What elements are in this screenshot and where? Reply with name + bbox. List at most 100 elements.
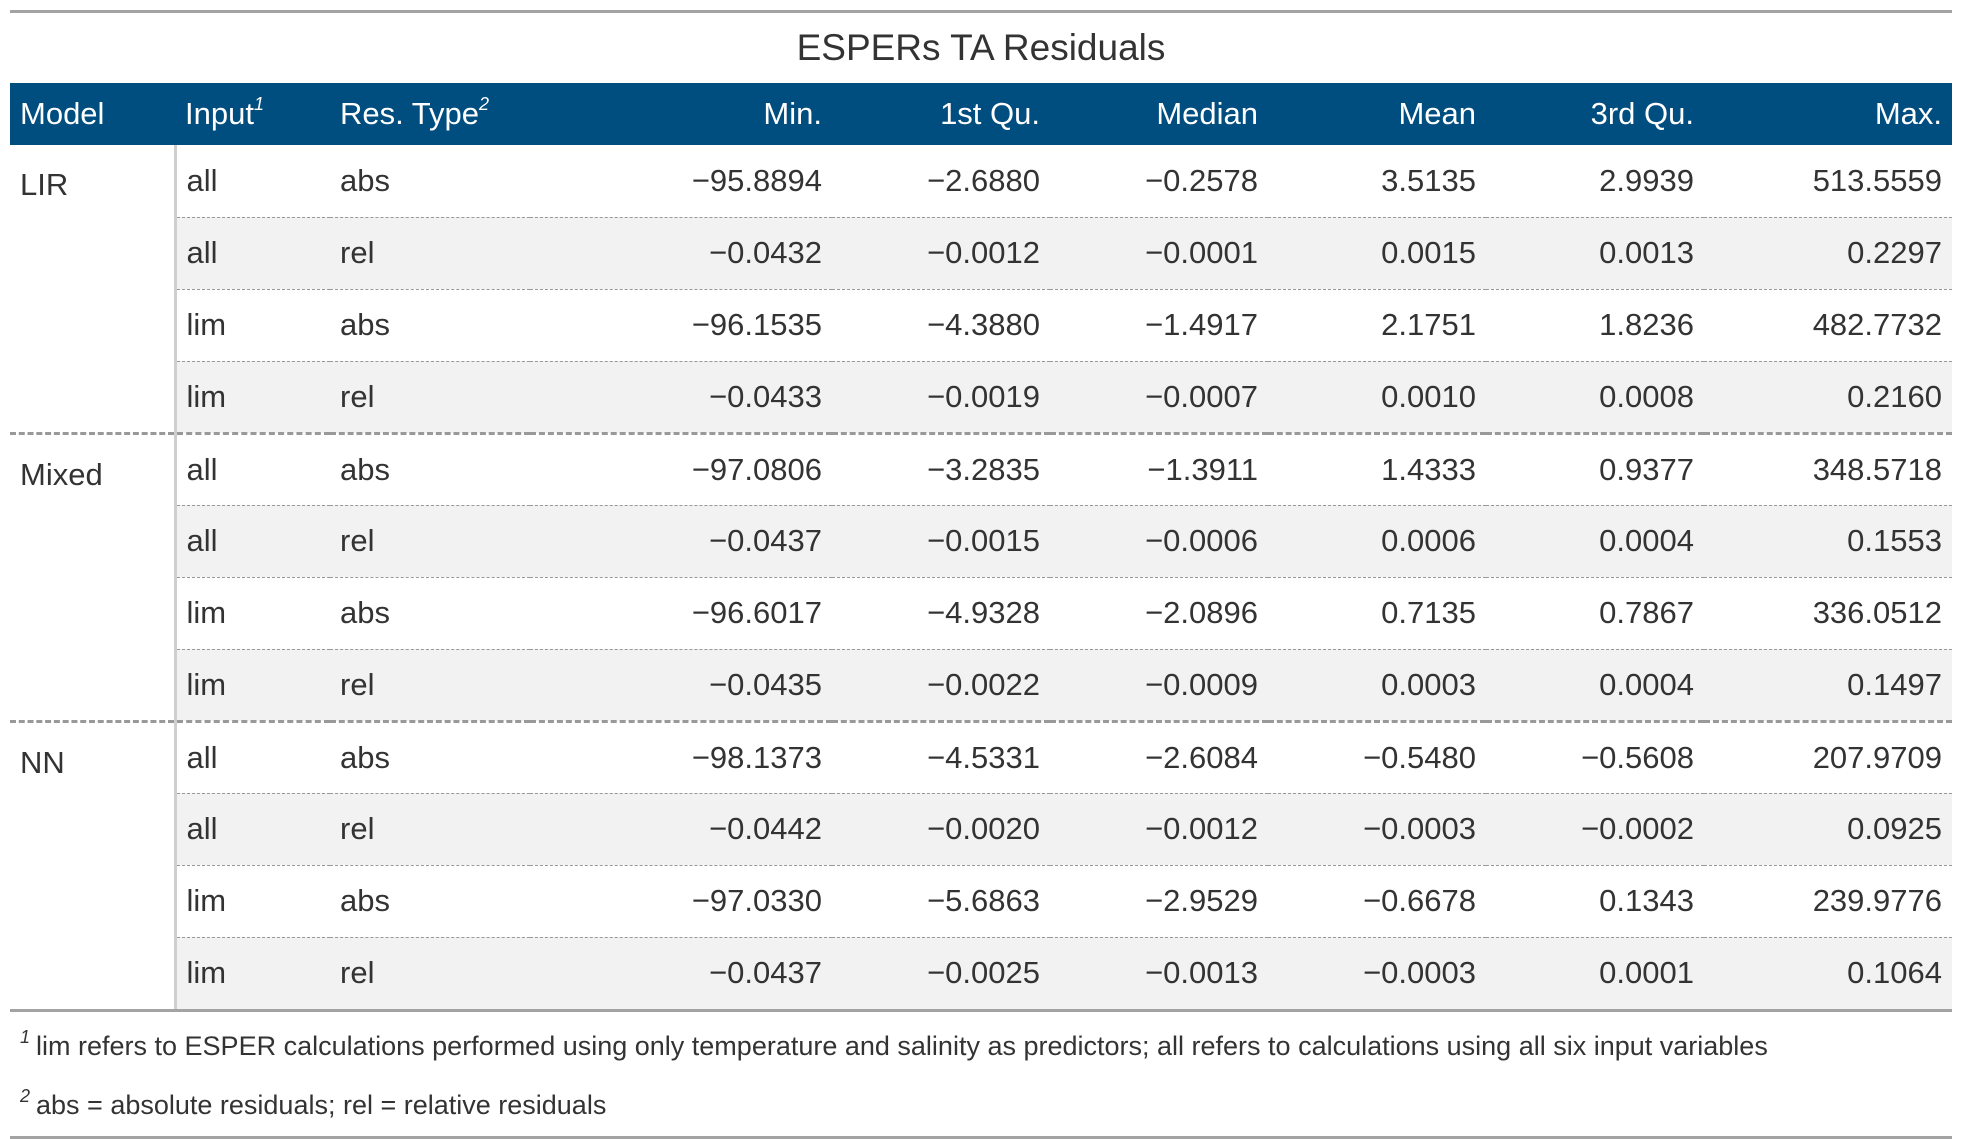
table-row: all rel −0.0432 −0.0012 −0.0001 0.0015 0.0013 0… [10, 216, 1952, 289]
footnote-mark-2: 2 [479, 94, 490, 114]
header-min: Min. [763, 96, 822, 131]
table-row: lim rel −0.0437 −0.0025 −0.0013 −0.0003 0.0001… [10, 936, 1952, 1009]
cell-median: −2.6084 [1050, 719, 1268, 793]
cell-min: −95.8894 [691, 162, 822, 198]
cell-q1: −0.0025 [832, 936, 1050, 1009]
cell-max: 0.0925 [1704, 792, 1952, 865]
footnotes: 1 lim refers to ESPER calculations perfor… [10, 1012, 1952, 1130]
table-header: Model Input1 Res. Type2 Min. 1st Qu. Med… [10, 83, 1952, 145]
cell-mean: −0.6678 [1268, 864, 1486, 937]
cell-q3: 0.7867 [1486, 576, 1704, 649]
table-row: LIR all abs −95.8894 −2.6880 −0.2578 3.5135 2.9… [10, 145, 1952, 433]
cell-min: −0.0432 [530, 216, 832, 289]
cell-input: lim [175, 576, 330, 649]
cell-input: all [175, 719, 330, 793]
cell-median: −0.0009 [1050, 648, 1268, 721]
model-group-label: LIR [10, 145, 177, 433]
cell-min: −0.0437 [530, 504, 832, 577]
header-q1: 1st Qu. [940, 96, 1040, 131]
cell-mean: 0.0010 [1268, 360, 1486, 433]
cell-min: −98.1373 [530, 719, 832, 793]
cell-input: lim [175, 864, 330, 937]
cell-q3: 0.0013 [1486, 216, 1704, 289]
cell-q3: 0.0001 [1486, 936, 1704, 1009]
cell-max: 0.1553 [1704, 504, 1952, 577]
cell-q3: −0.5608 [1486, 719, 1704, 793]
cell-min: −97.0806 [530, 431, 832, 505]
cell-q1: −4.3880 [832, 288, 1050, 361]
table-row: lim rel −0.0433 −0.0019 −0.0007 0.0010 0.0008 0… [10, 360, 1952, 433]
cell-min: −96.1535 [530, 288, 832, 361]
table-title: ESPERs TA Residuals [796, 27, 1166, 68]
cell-input: all [175, 504, 330, 577]
header-q3: 3rd Qu. [1590, 96, 1694, 131]
residuals-table: Model Input1 Res. Type2 Min. 1st Qu. Med… [10, 83, 1952, 1009]
cell-q1: −0.0020 [832, 792, 1050, 865]
cell-min: −0.0442 [530, 792, 832, 865]
table-body: LIR all abs −95.8894 −2.6880 −0.2578 3.5135 2.9… [10, 145, 1952, 1009]
top-rule [10, 10, 1952, 13]
table-row: lim rel −0.0435 −0.0022 −0.0009 0.0003 0.0004 0… [10, 648, 1952, 721]
cell-input: lim [175, 648, 330, 721]
cell-q3: −0.0002 [1486, 792, 1704, 865]
cell-q1: −0.0019 [832, 360, 1050, 433]
cell-median: −0.0001 [1050, 216, 1268, 289]
cell-input: lim [175, 936, 330, 1009]
cell-input: all [175, 792, 330, 865]
cell-q3: 0.9377 [1486, 431, 1704, 505]
cell-input: all [186, 162, 218, 198]
cell-res-type: rel [330, 936, 530, 1009]
footnote-2: 2 abs = absolute residuals; rel = relativ… [10, 1071, 1952, 1130]
footnote-rule [10, 1009, 1952, 1012]
cell-median: −0.2578 [1145, 162, 1258, 198]
cell-max: 207.9709 [1704, 719, 1952, 793]
cell-median: −0.0013 [1050, 936, 1268, 1009]
cell-res-type: rel [330, 360, 530, 433]
cell-q1: −2.6880 [927, 162, 1040, 198]
residuals-table-container: ESPERs TA Residuals Model Input1 Res. Ty… [10, 10, 1952, 1139]
model-group-label: NN [10, 719, 177, 1009]
cell-mean: 1.4333 [1268, 431, 1486, 505]
cell-mean: 0.0003 [1268, 648, 1486, 721]
cell-min: −97.0330 [530, 864, 832, 937]
cell-res-type: abs [340, 162, 390, 198]
cell-res-type: rel [330, 648, 530, 721]
header-mean: Mean [1398, 96, 1476, 131]
cell-max: 0.2160 [1704, 360, 1952, 433]
cell-input: all [175, 216, 330, 289]
cell-input: lim [175, 360, 330, 433]
footnote-text: abs = absolute residuals; rel = relative… [36, 1090, 607, 1120]
cell-median: −1.3911 [1050, 431, 1268, 505]
cell-max: 239.9776 [1704, 864, 1952, 937]
cell-input: lim [175, 288, 330, 361]
cell-mean: −0.5480 [1268, 719, 1486, 793]
cell-q1: −0.0015 [832, 504, 1050, 577]
cell-mean: −0.0003 [1268, 792, 1486, 865]
cell-res-type: abs [330, 719, 530, 793]
footnote-mark-1: 1 [253, 94, 264, 114]
cell-q3: 2.9939 [1599, 162, 1694, 198]
header-median: Median [1156, 96, 1258, 131]
header-input: Input1 [185, 94, 264, 131]
cell-q3: 1.8236 [1486, 288, 1704, 361]
cell-res-type: abs [330, 431, 530, 505]
cell-min: −96.6017 [530, 576, 832, 649]
footnote-mark: 1 [20, 1027, 31, 1047]
cell-mean: 0.0006 [1268, 504, 1486, 577]
cell-res-type: abs [330, 288, 530, 361]
cell-q3: 0.0008 [1486, 360, 1704, 433]
cell-max: 0.2297 [1704, 216, 1952, 289]
cell-median: −0.0006 [1050, 504, 1268, 577]
cell-max: 336.0512 [1704, 576, 1952, 649]
cell-q1: −0.0012 [832, 216, 1050, 289]
cell-min: −0.0437 [530, 936, 832, 1009]
table-row: lim abs −97.0330 −5.6863 −2.9529 −0.6678 0.134… [10, 864, 1952, 937]
cell-q3: 0.0004 [1486, 504, 1704, 577]
cell-res-type: rel [330, 792, 530, 865]
footnote-1: 1 lim refers to ESPER calculations perfor… [10, 1012, 1952, 1071]
table-row: lim abs −96.6017 −4.9328 −2.0896 0.7135 0.7867… [10, 576, 1952, 649]
cell-res-type: abs [330, 576, 530, 649]
cell-q3: 0.0004 [1486, 648, 1704, 721]
cell-q3: 0.1343 [1486, 864, 1704, 937]
cell-q1: −0.0022 [832, 648, 1050, 721]
